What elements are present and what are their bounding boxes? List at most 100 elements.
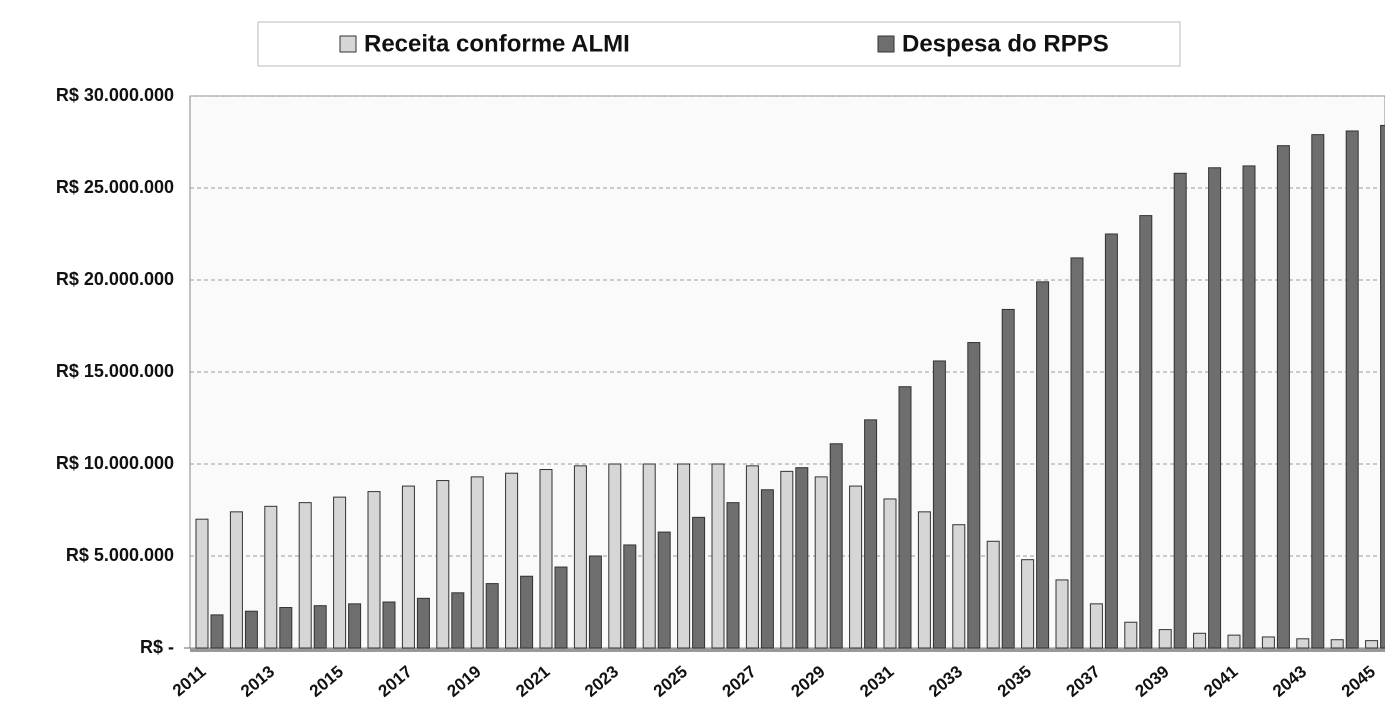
x-tick-label: 2031 (856, 662, 897, 701)
x-tick-label: 2025 (650, 662, 691, 701)
bar (416, 597, 430, 649)
x-tick-label: 2033 (925, 662, 966, 701)
bar (1330, 639, 1344, 649)
bar (1070, 257, 1084, 649)
y-tick-label: R$ 15.000.000 (56, 361, 174, 381)
bar (986, 540, 1000, 649)
bar (588, 555, 602, 649)
bar (1001, 308, 1015, 649)
bar (608, 463, 622, 649)
bar (333, 496, 347, 649)
bar (451, 592, 465, 649)
bar (829, 443, 843, 649)
y-tick-label: R$ 5.000.000 (66, 545, 174, 565)
bar (1055, 579, 1069, 649)
bar (849, 485, 863, 649)
y-tick-label: R$ 10.000.000 (56, 453, 174, 473)
legend-label: Despesa do RPPS (902, 30, 1109, 57)
bar (264, 505, 278, 649)
x-tick-label: 2027 (719, 662, 760, 701)
bar (1193, 632, 1207, 649)
bar (520, 575, 534, 649)
bar (210, 614, 224, 649)
bar (539, 469, 553, 649)
y-tick-label: R$ 25.000.000 (56, 177, 174, 197)
x-tick-label: 2029 (787, 662, 828, 701)
bar (917, 511, 931, 649)
x-tick-label: 2039 (1131, 662, 1172, 701)
bar (279, 607, 293, 649)
bar (814, 476, 828, 649)
bar (932, 360, 946, 649)
bar (898, 386, 912, 649)
y-tick-label: R$ 30.000.000 (56, 85, 174, 105)
bar (677, 463, 691, 649)
bar (1276, 145, 1290, 649)
bar (1311, 134, 1325, 649)
bar (745, 465, 759, 649)
bar (244, 610, 258, 649)
y-tick-label: R$ 20.000.000 (56, 269, 174, 289)
bar (229, 511, 243, 649)
bar (401, 485, 415, 649)
bar (1158, 629, 1172, 649)
x-tick-label: 2013 (237, 662, 278, 701)
legend-swatch (339, 35, 357, 53)
bar (1036, 281, 1050, 649)
bar (1242, 165, 1256, 649)
bar (623, 544, 637, 649)
bar (1173, 172, 1187, 649)
bar (1104, 233, 1118, 649)
bar (367, 491, 381, 649)
bar (1261, 636, 1275, 649)
x-tick-label: 2021 (512, 662, 553, 701)
bar (1208, 167, 1222, 649)
bar (1139, 215, 1153, 649)
x-tick-label: 2041 (1200, 662, 1241, 701)
x-tick-label: 2035 (994, 662, 1035, 701)
bar (692, 516, 706, 649)
bar (883, 498, 897, 649)
x-tick-label: 2045 (1338, 662, 1379, 701)
y-tick-label: R$ - (140, 637, 174, 657)
bar (760, 489, 774, 649)
bar (711, 463, 725, 649)
bar (573, 465, 587, 649)
floor (190, 648, 1385, 652)
bar (952, 524, 966, 649)
bar (436, 480, 450, 649)
x-tick-label: 2017 (375, 662, 416, 701)
x-tick-label: 2015 (306, 662, 347, 701)
bar (505, 472, 519, 649)
bar (382, 601, 396, 649)
x-tick-label: 2037 (1063, 662, 1104, 701)
x-tick-label: 2023 (581, 662, 622, 701)
bar (1365, 640, 1379, 649)
bar (642, 463, 656, 649)
bar (313, 605, 327, 649)
legend-swatch (877, 35, 895, 53)
bar (554, 566, 568, 649)
x-tick-label: 2043 (1269, 662, 1310, 701)
bar (348, 603, 362, 649)
bar (195, 518, 209, 649)
bar (1380, 124, 1385, 649)
bar (1227, 634, 1241, 649)
bar (470, 476, 484, 649)
bar (1124, 621, 1138, 649)
legend-box (257, 21, 1181, 67)
bar (1345, 130, 1359, 649)
bar (298, 502, 312, 649)
legend-label: Receita conforme ALMI (364, 30, 630, 57)
bar (1296, 638, 1310, 649)
bar (864, 419, 878, 649)
bar (967, 342, 981, 649)
bar (657, 531, 671, 649)
bar (780, 470, 794, 649)
bar (1021, 559, 1035, 649)
x-tick-label: 2019 (443, 662, 484, 701)
bar (795, 467, 809, 649)
x-tick-label: 2011 (169, 662, 209, 700)
bar (485, 583, 499, 649)
